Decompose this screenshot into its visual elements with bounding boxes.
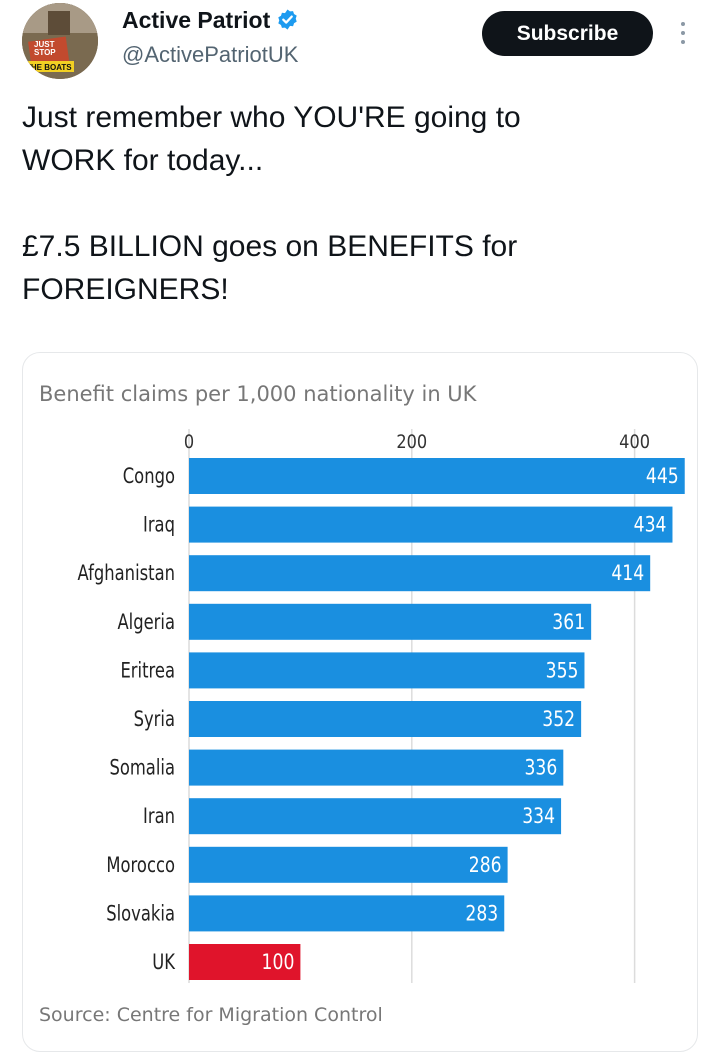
category-label: UK xyxy=(152,951,175,974)
author-handle[interactable]: @ActivePatriotUK xyxy=(122,42,299,67)
media-card[interactable]: Benefit claims per 1,000 nationality in … xyxy=(22,352,698,1052)
x-tick-label: 400 xyxy=(619,432,650,454)
data-label: 100 xyxy=(262,949,295,974)
post-text-line-4: FOREIGNERS! xyxy=(22,273,229,306)
data-label: 434 xyxy=(634,512,667,537)
data-label: 286 xyxy=(469,852,502,877)
bar-slovakia xyxy=(189,895,505,932)
data-label: 361 xyxy=(552,609,585,634)
data-label: 352 xyxy=(542,706,575,731)
avatar-text-3: THE BOATS xyxy=(26,63,72,72)
more-options-icon[interactable] xyxy=(674,18,692,48)
category-label: Afghanistan xyxy=(78,562,175,585)
data-label: 283 xyxy=(465,901,498,926)
post-header: JUST STOP THE BOATS Active Patriot @Acti… xyxy=(0,0,720,90)
bar-eritrea xyxy=(189,652,585,689)
bar-congo xyxy=(189,458,685,494)
avatar[interactable]: JUST STOP THE BOATS xyxy=(22,3,98,79)
category-label: Syria xyxy=(134,708,175,731)
category-label: Eritrea xyxy=(120,660,175,683)
bar-somalia xyxy=(189,749,564,786)
data-label: 414 xyxy=(611,561,644,586)
data-label: 334 xyxy=(522,804,555,829)
data-label: 355 xyxy=(546,658,579,683)
bar-iran xyxy=(189,798,562,835)
category-label: Algeria xyxy=(117,611,175,634)
author-name[interactable]: Active Patriot xyxy=(122,7,271,33)
x-tick-label: 200 xyxy=(396,432,427,454)
category-label: Slovakia xyxy=(106,903,175,926)
category-label: Morocco xyxy=(106,854,175,877)
avatar-text-1: JUST xyxy=(34,40,55,49)
avatar-text-2: STOP xyxy=(34,48,56,57)
bar-iraq xyxy=(189,506,673,543)
post-text-line-3: £7.5 BILLION goes on BENEFITS for xyxy=(22,230,518,263)
x-tick-label: 0 xyxy=(184,432,194,454)
category-label: Iran xyxy=(143,805,175,828)
post-text: Just remember who YOU'RE going to WORK f… xyxy=(22,96,702,311)
category-label: Congo xyxy=(123,465,175,488)
category-label: Iraq xyxy=(143,514,175,537)
data-label: 336 xyxy=(524,755,557,780)
avatar-image: JUST STOP THE BOATS xyxy=(22,3,98,79)
post-text-line-2: WORK for today... xyxy=(22,144,264,177)
data-label: 445 xyxy=(646,463,679,488)
bar-syria xyxy=(189,701,582,737)
bar-afghanistan xyxy=(189,555,651,592)
chart-title: Benefit claims per 1,000 nationality in … xyxy=(39,382,478,406)
bar-chart: Benefit claims per 1,000 nationality in … xyxy=(39,382,685,1026)
bar-uk xyxy=(189,944,301,980)
post-text-line-1: Just remember who YOU'RE going to xyxy=(22,101,521,134)
chart-source: Source: Centre for Migration Control xyxy=(39,1004,383,1026)
category-label: Somalia xyxy=(109,757,175,780)
verified-badge-icon xyxy=(278,9,297,30)
subscribe-button[interactable]: Subscribe xyxy=(482,11,653,56)
author-name-row[interactable]: Active Patriot xyxy=(122,7,299,34)
bar-morocco xyxy=(189,846,508,883)
bar-algeria xyxy=(189,603,592,640)
